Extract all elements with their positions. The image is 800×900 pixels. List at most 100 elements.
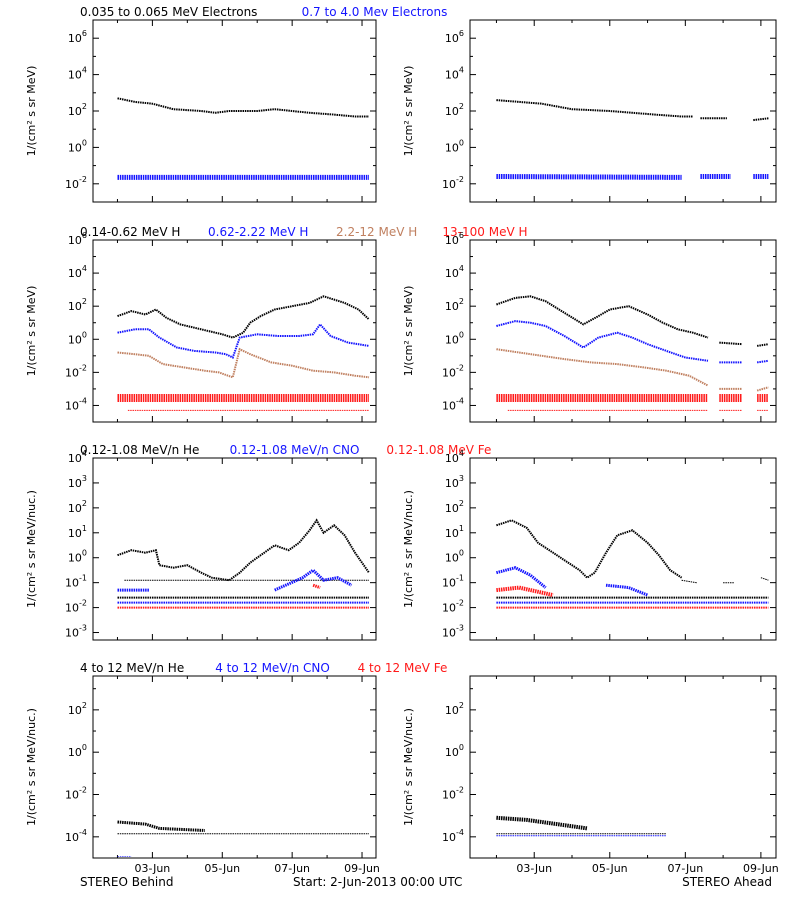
x-tick-label: 03-Jun (135, 862, 171, 875)
y-tick-label: 106 (445, 29, 464, 45)
y-tick-label: 10-2 (65, 363, 87, 379)
y-tick-label: 100 (445, 549, 464, 565)
x-tick-label: 05-Jun (204, 862, 240, 875)
data-series-black (496, 815, 588, 831)
y-tick-label: 10-2 (65, 786, 87, 802)
footer-center: Start: 2-Jun-2013 00:00 UTC (293, 875, 462, 889)
y-tick-label: 100 (445, 138, 464, 154)
plot-frame (469, 239, 777, 423)
legend-entry: 0.7 to 4.0 Mev Electrons (302, 5, 448, 19)
panel-row2-behind: 10-4 10-2 100 102 104 106 1/(cm² s sr MeV) 0.14… (25, 225, 528, 423)
data-series-black (117, 518, 370, 582)
panel-row4-behind: 10-4 10-2 100 102 03-Jun 05-Jun 07-Jun 09-Jun 1/… (25, 661, 447, 875)
y-tick-label: 102 (68, 297, 87, 313)
legend-entry: 0.14-0.62 MeV H (80, 225, 180, 239)
plot-frame (469, 457, 777, 641)
y-tick-label: 102 (68, 102, 87, 118)
y-axis-label: 1/(cm² s sr MeV) (25, 286, 38, 377)
y-tick-label: 106 (68, 29, 87, 45)
y-axis-label: 1/(cm² s sr MeV/nuc.) (402, 708, 415, 826)
x-tick-label: 07-Jun (667, 862, 703, 875)
y-tick-label: 10-2 (442, 363, 464, 379)
y-axis-label: 1/(cm² s sr MeV/nuc.) (402, 490, 415, 608)
y-tick-label: 10-1 (65, 574, 87, 590)
legend-entry: 0.12-1.08 MeV/n He (80, 443, 199, 457)
y-tick-label: 10-1 (442, 574, 464, 590)
y-tick-label: 10-2 (442, 786, 464, 802)
x-tick-label: 07-Jun (274, 862, 310, 875)
data-series-blue (117, 322, 370, 359)
y-tick-label: 101 (445, 524, 464, 540)
y-tick-label: 100 (68, 138, 87, 154)
data-series-black (681, 577, 769, 584)
legend-entry: 0.62-2.22 MeV H (208, 225, 308, 239)
y-axis-label: 1/(cm² s sr MeV/nuc.) (25, 708, 38, 826)
y-tick-label: 104 (445, 264, 464, 280)
footer-left: STEREO Behind (80, 875, 174, 889)
y-tick-label: 104 (445, 449, 464, 465)
legend-entry: 2.2-12 MeV H (336, 225, 417, 239)
y-tick-label: 100 (445, 330, 464, 346)
y-tick-label: 100 (68, 743, 87, 759)
y-tick-label: 103 (68, 474, 87, 490)
data-series-blue (117, 568, 353, 592)
data-series-tan (117, 347, 370, 379)
legend-entry: 0.035 to 0.065 MeV Electrons (80, 5, 257, 19)
y-tick-label: 100 (68, 549, 87, 565)
data-series-red (312, 583, 321, 590)
y-tick-label: 10-2 (442, 599, 464, 615)
y-tick-label: 102 (68, 499, 87, 515)
data-series-blue (496, 174, 769, 180)
data-series-black (496, 99, 769, 122)
y-axis-label: 1/(cm² s sr MeV) (402, 66, 415, 157)
panel-row1-ahead: 10-2 100 102 104 106 1/(cm² s sr MeV) (402, 19, 777, 203)
y-tick-label: 104 (445, 66, 464, 82)
plot-frame (92, 457, 377, 641)
legend-entry: 4 to 12 MeV/n He (80, 661, 184, 675)
plot-frame (92, 675, 377, 859)
legend-entry: 0.12-1.08 MeV/n CNO (230, 443, 360, 457)
y-tick-label: 10-4 (65, 396, 87, 412)
plot-frame (469, 675, 777, 859)
y-tick-label: 10-4 (442, 828, 464, 844)
legend-entry: 4 to 12 MeV Fe (358, 661, 448, 675)
legend-entry: 0.12-1.08 MeV Fe (386, 443, 491, 457)
y-tick-label: 102 (445, 701, 464, 717)
data-series-black (117, 820, 205, 832)
legend-entry: 4 to 12 MeV/n CNO (215, 661, 330, 675)
y-tick-label: 100 (68, 330, 87, 346)
data-series-red (496, 585, 554, 598)
y-tick-label: 10-4 (65, 828, 87, 844)
y-tick-label: 10-4 (442, 396, 464, 412)
y-tick-label: 104 (68, 264, 87, 280)
plot-frame (92, 239, 377, 423)
x-tick-label: 09-Jun (344, 862, 380, 875)
data-series-black (117, 295, 370, 339)
panel-row3-behind: 10-3 10-2 10-1 100 101 102 103 104 1/(cm² s sr M… (25, 443, 491, 641)
footer-right: STEREO Ahead (682, 875, 772, 889)
x-tick-label: 09-Jun (743, 862, 779, 875)
data-series-black (496, 295, 769, 347)
y-tick-label: 10-3 (442, 624, 464, 640)
panel-row4-ahead: 10-4 10-2 100 102 03-Jun 05-Jun 07-Jun 09-Jun 1/… (402, 675, 779, 875)
y-tick-label: 10-3 (65, 624, 87, 640)
y-tick-label: 102 (445, 297, 464, 313)
panel-row3-ahead: 10-3 10-2 10-1 100 101 102 103 104 1/(cm² s sr M… (402, 449, 777, 641)
panel-row1-behind: 10-2 100 102 104 106 1/(cm² s sr MeV) 0.035 to… (25, 5, 448, 203)
y-axis-label: 1/(cm² s sr MeV) (25, 66, 38, 157)
y-tick-label: 102 (445, 499, 464, 515)
data-series-black (117, 97, 369, 118)
y-axis-label: 1/(cm² s sr MeV/nuc.) (25, 490, 38, 608)
y-tick-label: 100 (445, 743, 464, 759)
y-axis-label: 1/(cm² s sr MeV) (402, 286, 415, 377)
y-tick-label: 10-2 (442, 175, 464, 191)
data-series-blue (496, 320, 769, 364)
legend-entry: 13-100 MeV H (442, 225, 527, 239)
x-tick-label: 05-Jun (592, 862, 628, 875)
y-tick-label: 102 (68, 701, 87, 717)
y-tick-label: 106 (445, 231, 464, 247)
y-tick-label: 10-2 (65, 175, 87, 191)
x-tick-label: 03-Jun (516, 862, 552, 875)
data-series-tan (496, 348, 769, 392)
